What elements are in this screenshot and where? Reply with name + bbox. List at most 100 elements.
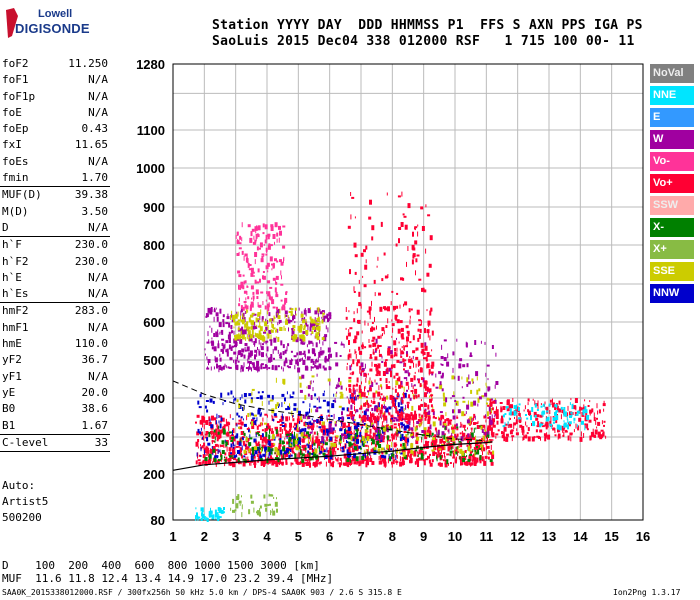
echo-point <box>337 462 339 465</box>
echo-point <box>456 403 457 405</box>
echo-point <box>379 377 382 381</box>
echo-point <box>399 398 401 401</box>
echo-point <box>201 436 203 440</box>
echo-point <box>401 337 405 340</box>
echo-point <box>240 336 244 339</box>
echo-point <box>317 307 320 312</box>
echo-point <box>537 400 539 406</box>
echo-point <box>381 355 383 359</box>
echo-point <box>281 413 283 419</box>
echo-point <box>454 435 457 438</box>
echo-point <box>390 364 393 369</box>
echo-point <box>417 451 419 454</box>
echo-point <box>259 511 261 517</box>
echo-point <box>465 429 467 432</box>
param-name: hmE <box>2 337 22 351</box>
param-name: MUF(D) <box>2 188 42 202</box>
echo-point <box>380 334 382 339</box>
echo-point <box>468 445 470 451</box>
echo-point <box>424 342 427 348</box>
echo-point <box>373 342 376 346</box>
echo-point <box>350 353 352 359</box>
echo-point <box>252 295 255 300</box>
echo-point <box>316 419 319 424</box>
echo-point <box>302 352 305 355</box>
echo-point <box>338 441 340 445</box>
echo-point <box>225 432 228 436</box>
echo-point <box>268 450 271 456</box>
echo-point <box>292 415 294 418</box>
echo-point <box>584 399 586 402</box>
echo-point <box>464 461 467 466</box>
echo-point <box>449 462 452 464</box>
echo-point <box>218 420 220 424</box>
echo-point <box>272 234 276 239</box>
legend-item-sse: SSE <box>650 262 694 281</box>
echo-point <box>240 365 243 370</box>
echo-point <box>309 322 313 328</box>
echo-point <box>307 416 311 420</box>
echo-point <box>327 327 329 333</box>
echo-point <box>402 213 405 216</box>
echo-point <box>424 431 426 436</box>
echo-point <box>295 334 298 340</box>
echo-point <box>449 443 453 448</box>
echo-point <box>200 422 204 425</box>
echo-point <box>273 497 275 499</box>
echo-point <box>363 410 367 416</box>
distance-row: D 100 200 400 600 800 1000 1500 3000 [km… <box>2 559 320 572</box>
echo-point <box>255 438 257 442</box>
echo-point <box>258 339 260 345</box>
echo-point <box>219 365 222 370</box>
echo-point <box>257 268 260 273</box>
param-row: hmF2 283.0 <box>0 303 110 319</box>
echo-point <box>241 222 243 228</box>
echo-point <box>270 354 273 359</box>
echo-point <box>317 316 320 321</box>
echo-point <box>389 350 393 355</box>
echo-point <box>451 375 455 380</box>
echo-point <box>415 347 419 351</box>
echo-point <box>439 462 443 467</box>
echo-point <box>396 454 398 459</box>
param-row: yF2 36.7 <box>0 352 110 368</box>
echo-point <box>389 394 393 400</box>
echo-point <box>375 434 378 437</box>
echo-point <box>388 349 390 353</box>
echo-point <box>297 367 301 373</box>
echo-point <box>409 341 412 344</box>
echo-point <box>404 431 406 434</box>
echo-point <box>371 326 374 332</box>
echo-point <box>490 444 492 450</box>
echo-point <box>195 515 197 521</box>
echo-point <box>368 380 371 385</box>
echo-point <box>274 427 276 431</box>
echo-point <box>242 407 244 411</box>
echo-point <box>304 459 308 462</box>
echo-point <box>423 357 426 360</box>
echo-point <box>279 461 282 464</box>
echo-point <box>261 391 264 394</box>
echo-point <box>424 412 428 417</box>
echo-point <box>382 436 385 440</box>
echo-point <box>278 225 281 230</box>
echo-point <box>371 225 375 231</box>
echo-point <box>544 436 547 442</box>
echo-point <box>367 322 369 326</box>
echo-point <box>198 462 200 465</box>
echo-point <box>481 429 484 433</box>
echo-point <box>554 411 557 416</box>
echo-point <box>590 431 594 437</box>
echo-point <box>582 413 585 416</box>
echo-point <box>236 240 240 245</box>
echo-point <box>495 435 497 439</box>
echo-point <box>466 404 470 410</box>
echo-point <box>316 360 319 363</box>
echo-point <box>266 346 269 352</box>
echo-point <box>297 441 301 446</box>
echo-point <box>340 441 341 446</box>
echo-point <box>302 319 305 324</box>
echo-point <box>374 348 377 353</box>
echo-point <box>545 418 549 422</box>
echo-point <box>230 452 233 455</box>
